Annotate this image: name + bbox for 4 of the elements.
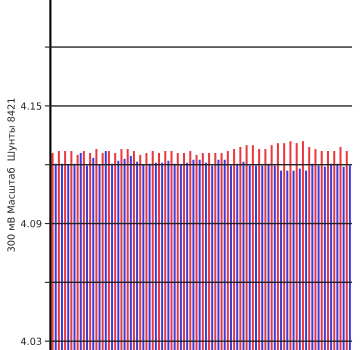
y-tick-label: 4.03 <box>20 338 42 346</box>
y-tick-label: 4.15 <box>20 102 42 110</box>
y-axis-title: 300 мВ Масштаб Шунты 8421 <box>7 98 17 252</box>
y-tick-label: 4.09 <box>20 220 42 228</box>
